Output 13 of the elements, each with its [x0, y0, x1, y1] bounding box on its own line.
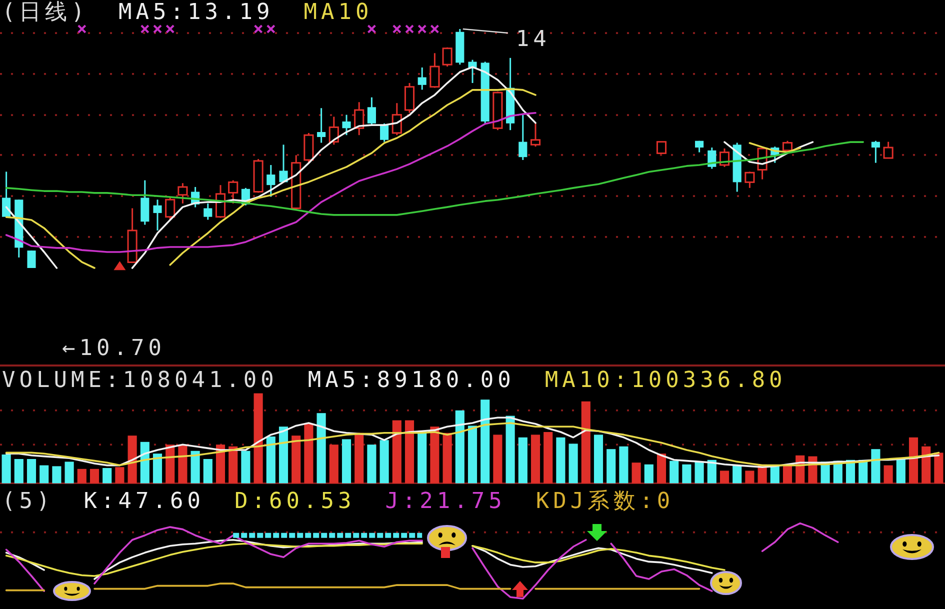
legend-item: MA5:89180.00: [308, 368, 515, 393]
legend-item: J:21.75: [385, 489, 506, 514]
legend-item: MA10:100336.80: [544, 368, 786, 393]
legend-item: D:60.53: [234, 489, 356, 514]
legend-item: MA10: [304, 0, 373, 25]
legend-item: MA5:13.19: [118, 0, 274, 25]
title: (日线): [2, 0, 88, 25]
legend-item: K:47.60: [84, 489, 204, 514]
title: VOLUME:108041.00: [2, 368, 278, 393]
annotation: 14: [516, 27, 550, 52]
legend-item: KDJ系数:0: [536, 489, 674, 514]
title: (5): [2, 489, 54, 514]
annotation: ←10.70: [62, 336, 166, 361]
